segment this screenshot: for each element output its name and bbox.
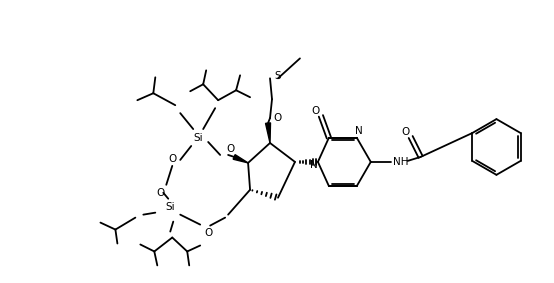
Text: S: S xyxy=(275,71,281,81)
Text: N: N xyxy=(355,126,363,136)
Text: O: O xyxy=(226,144,234,154)
Text: O: O xyxy=(204,228,212,237)
Polygon shape xyxy=(233,155,248,163)
Text: O: O xyxy=(156,188,165,198)
Text: O: O xyxy=(168,154,176,164)
Text: O: O xyxy=(274,113,282,123)
Text: N: N xyxy=(310,160,318,170)
Text: O: O xyxy=(312,106,320,116)
Text: NH: NH xyxy=(393,157,408,167)
Text: Si: Si xyxy=(193,133,203,143)
Text: O: O xyxy=(402,127,410,137)
Polygon shape xyxy=(265,123,270,143)
Text: Si: Si xyxy=(166,202,175,212)
